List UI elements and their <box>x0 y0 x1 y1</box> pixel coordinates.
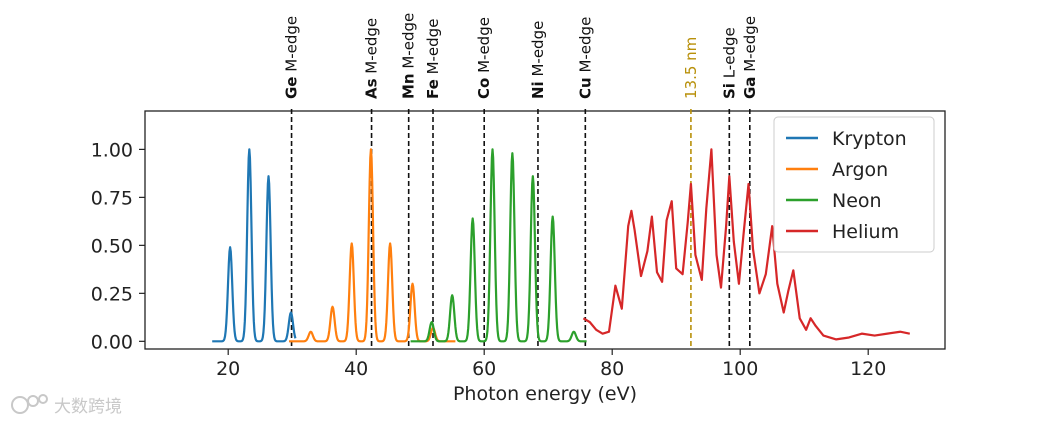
legend-label-neon: Neon <box>832 190 882 212</box>
y-axis: 0.00 0.25 0.50 0.75 1.00 <box>91 139 145 353</box>
x-tick-label: 20 <box>216 358 240 380</box>
y-tick-label: 0.00 <box>91 331 133 353</box>
y-tick-label: 0.25 <box>91 283 133 305</box>
watermark-text: 大数跨境 <box>54 397 122 417</box>
edge-label: Ge M-edge <box>283 16 301 99</box>
edge-label: Si L-edge <box>720 27 738 99</box>
edge-label: Ni M-edge <box>529 21 547 99</box>
edge-label: Fe M-edge <box>424 19 442 99</box>
edge-label: As M-edge <box>363 18 381 99</box>
legend-box <box>773 116 935 253</box>
y-tick-label: 0.50 <box>91 235 133 257</box>
edge-label: 13.5 nm <box>682 37 700 99</box>
brand-logo-icon <box>11 394 48 414</box>
edge-lines: Ge M-edge As M-edge Mn M-edge Fe M-edge Co M… <box>283 13 759 349</box>
legend: Krypton Argon Neon Helium <box>773 116 935 253</box>
x-tick-label: 80 <box>600 358 624 380</box>
x-axis: 20 40 60 80 100 120 <box>216 349 886 380</box>
x-tick-label: 60 <box>472 358 496 380</box>
x-tick-label: 100 <box>722 358 758 380</box>
series-lines <box>211 148 911 343</box>
legend-label-argon: Argon <box>832 159 888 181</box>
edge-label: Mn M-edge <box>400 13 418 99</box>
series-line-argon <box>288 148 456 343</box>
series-line-krypton <box>211 148 297 343</box>
y-tick-label: 1.00 <box>91 139 133 161</box>
edge-label: Ga M-edge <box>741 16 759 99</box>
x-axis-label: Photon energy (eV) <box>453 383 637 405</box>
edge-label: Co M-edge <box>475 17 493 99</box>
x-tick-label: 40 <box>344 358 368 380</box>
legend-label-helium: Helium <box>832 221 899 243</box>
edge-label: Cu M-edge <box>576 17 594 99</box>
watermark: 大数跨境 <box>11 394 122 417</box>
legend-label-krypton: Krypton <box>832 128 907 150</box>
y-tick-label: 0.75 <box>91 187 133 209</box>
series-line-neon <box>410 148 588 343</box>
series-line-helium <box>582 148 911 341</box>
x-tick-label: 120 <box>850 358 886 380</box>
